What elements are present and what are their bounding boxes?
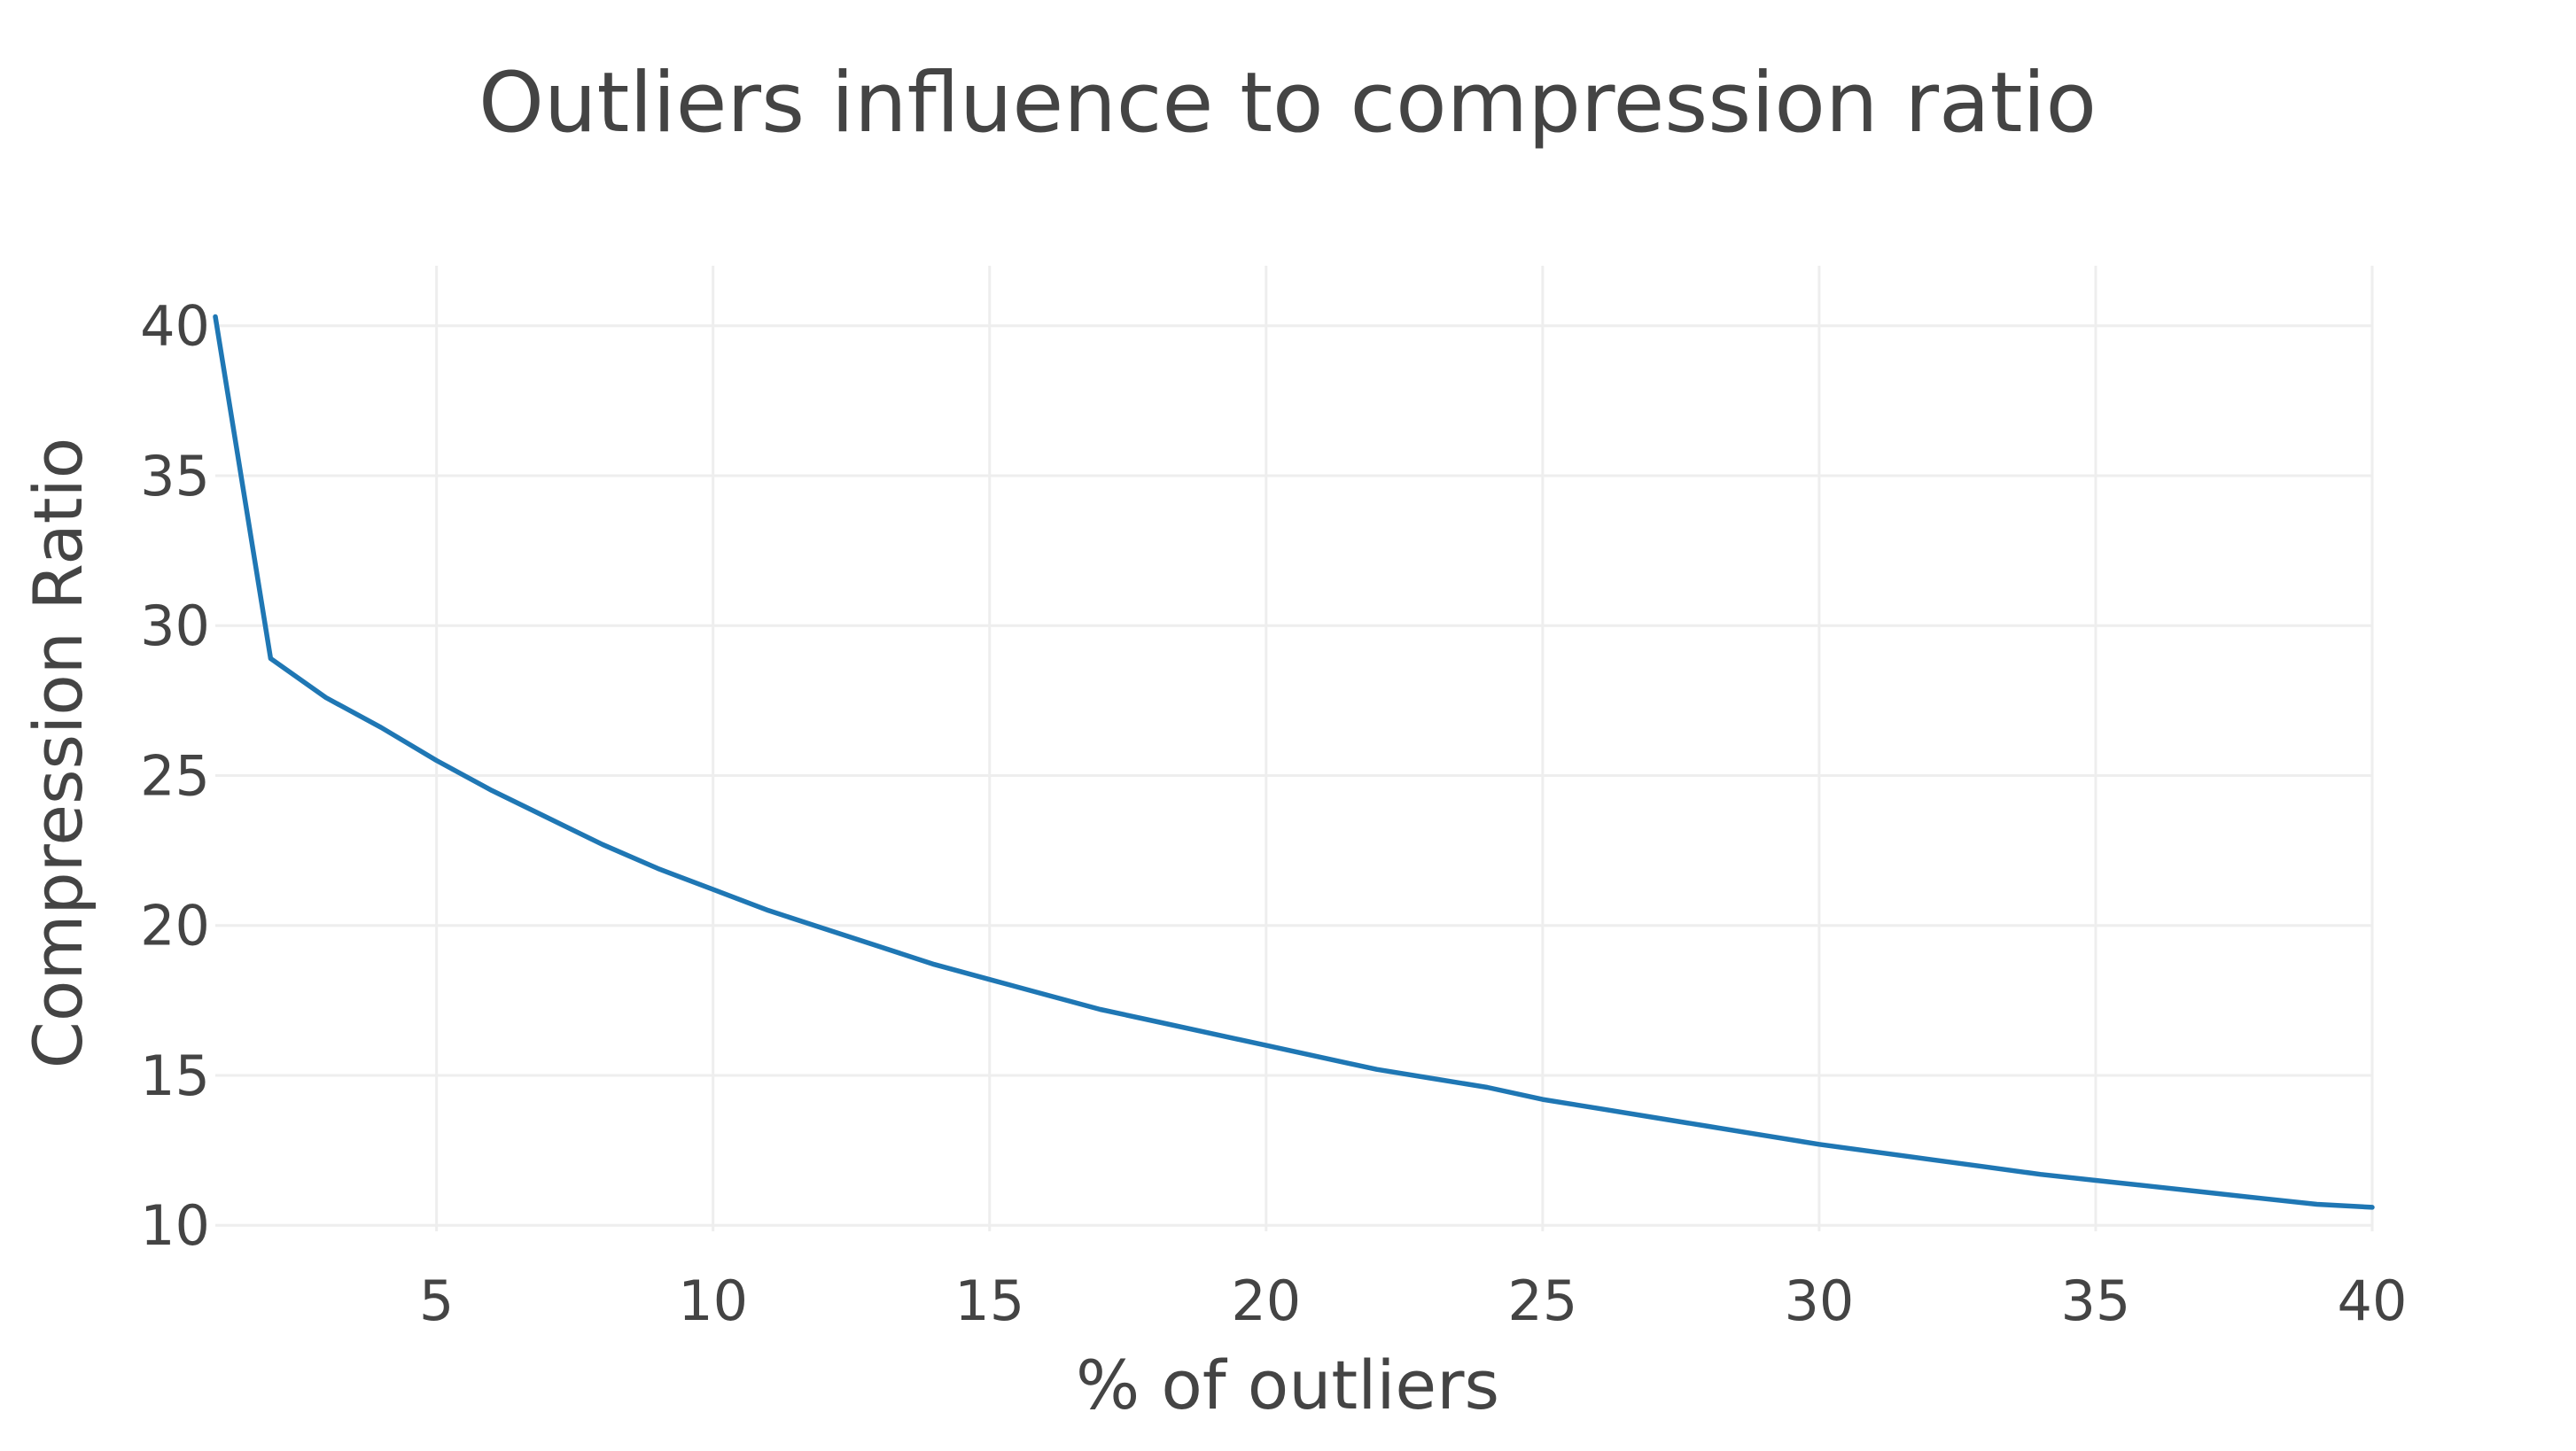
y-tick-label: 35 [140, 444, 210, 508]
series-line [213, 314, 2375, 1210]
x-tick-label: 20 [1231, 1269, 1301, 1333]
y-tick-label: 40 [140, 294, 210, 359]
x-axis: 5 10 15 20 25 30 35 40 [419, 1269, 2408, 1333]
x-tick-label: 10 [678, 1269, 748, 1333]
y-tick-label: 20 [140, 894, 210, 958]
x-tick-label: 5 [419, 1269, 454, 1333]
x-tick-label: 15 [954, 1269, 1024, 1333]
x-axis-title: % of outliers [1076, 1346, 1499, 1424]
grid [215, 266, 2374, 1231]
x-tick-label: 40 [2338, 1269, 2408, 1333]
chart-title: Outliers influence to compression ratio [479, 55, 2097, 151]
y-tick-label: 15 [140, 1044, 210, 1108]
y-tick-label: 30 [140, 594, 210, 658]
x-tick-label: 25 [1507, 1269, 1577, 1333]
y-tick-label: 10 [140, 1193, 210, 1258]
y-axis: 10 15 20 25 30 35 40 [140, 294, 210, 1259]
series-layer [213, 314, 2375, 1210]
x-tick-label: 35 [2060, 1269, 2130, 1333]
y-tick-label: 25 [140, 743, 210, 808]
x-tick-label: 30 [1784, 1269, 1854, 1333]
y-axis-title: Compression Ratio [19, 438, 97, 1068]
